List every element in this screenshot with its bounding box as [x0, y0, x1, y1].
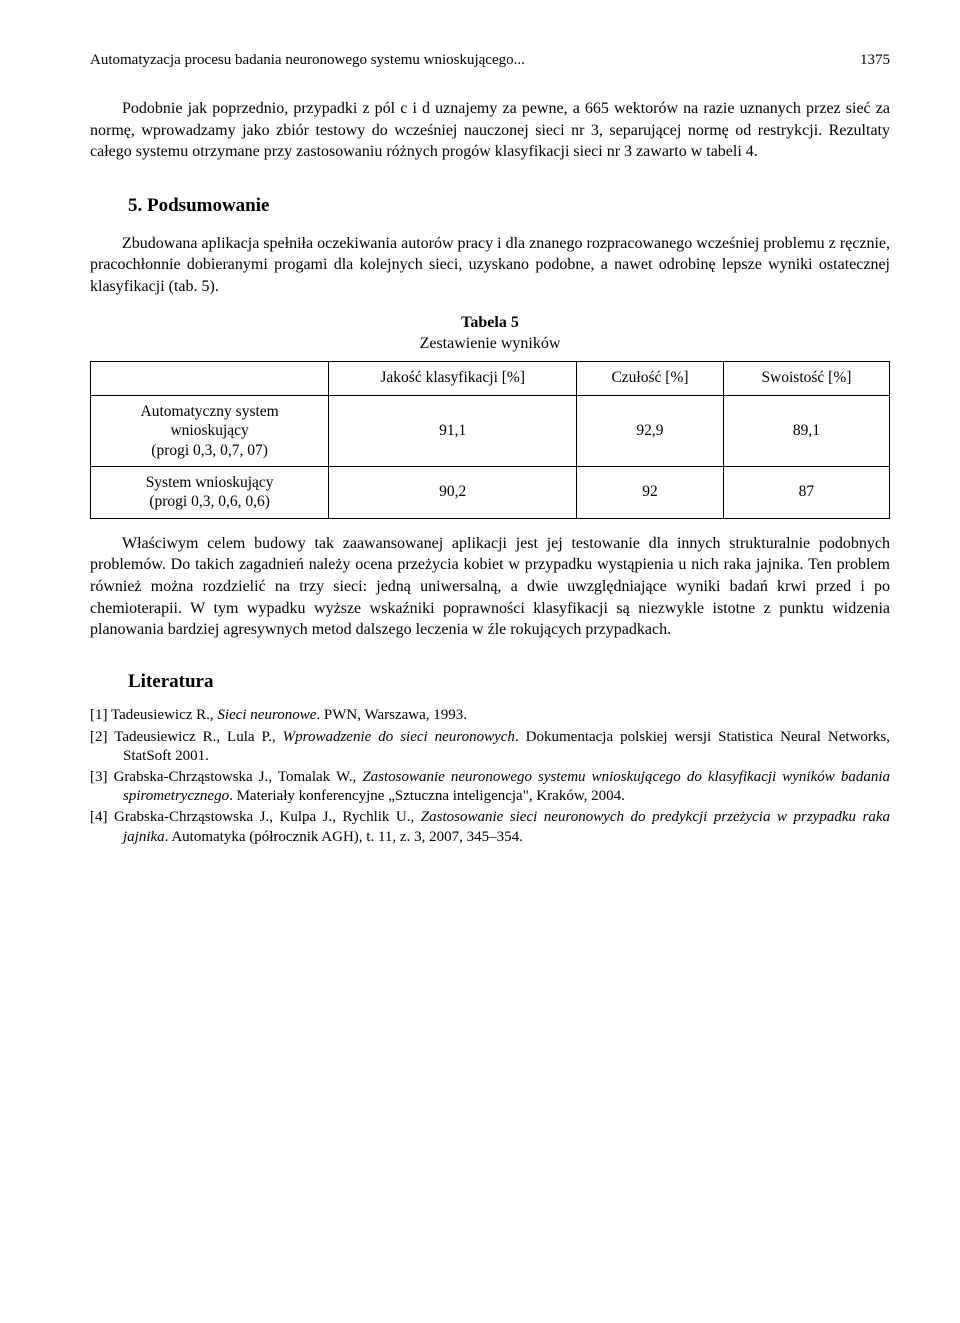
table-col-header: Czułość [%] — [577, 362, 724, 396]
results-table: Jakość klasyfikacji [%] Czułość [%] Swoi… — [90, 361, 890, 519]
table-cell: 92 — [577, 467, 724, 519]
table-col-header: Jakość klasyfikacji [%] — [329, 362, 577, 396]
table-row: System wnioskujący (progi 0,3, 0,6, 0,6)… — [91, 467, 890, 519]
reference-item: [3] Grabska-Chrząstowska J., Tomalak W.,… — [90, 768, 890, 806]
section-heading: 5. Podsumowanie — [128, 193, 890, 219]
table-row: Automatyczny system wnioskujący (progi 0… — [91, 395, 890, 466]
reference-item: [1] Tadeusiewicz R., Sieci neuronowe. PW… — [90, 706, 890, 725]
table-cell: 89,1 — [723, 395, 889, 466]
running-title: Automatyzacja procesu badania neuronoweg… — [90, 52, 525, 68]
table-corner-cell — [91, 362, 329, 396]
ref-number: [4] — [90, 809, 108, 825]
ref-number: [2] — [90, 729, 108, 745]
table-row-label: System wnioskujący (progi 0,3, 0,6, 0,6) — [91, 467, 329, 519]
table-caption: Tabela 5 Zestawienie wyników — [90, 313, 890, 355]
table-cell: 92,9 — [577, 395, 724, 466]
reference-item: [4] Grabska-Chrząstowska J., Kulpa J., R… — [90, 808, 890, 846]
running-header: Automatyzacja procesu badania neuronoweg… — [90, 50, 890, 70]
body-paragraph: Podobnie jak poprzednio, przypadki z pól… — [90, 98, 890, 163]
table-cell: 91,1 — [329, 395, 577, 466]
body-paragraph: Właściwym celem budowy tak zaawansowanej… — [90, 533, 890, 641]
literature-heading: Literatura — [128, 669, 890, 695]
table-cell: 90,2 — [329, 467, 577, 519]
table-subcaption: Zestawienie wyników — [420, 335, 561, 352]
body-paragraph: Zbudowana aplikacja spełniła oczekiwania… — [90, 233, 890, 298]
ref-number: [3] — [90, 769, 108, 785]
table-header-row: Jakość klasyfikacji [%] Czułość [%] Swoi… — [91, 362, 890, 396]
table-row-label: Automatyczny system wnioskujący (progi 0… — [91, 395, 329, 466]
reference-item: [2] Tadeusiewicz R., Lula P., Wprowadzen… — [90, 728, 890, 766]
table-cell: 87 — [723, 467, 889, 519]
table-col-header: Swoistość [%] — [723, 362, 889, 396]
page-number: 1375 — [860, 50, 890, 70]
ref-number: [1] — [90, 707, 108, 723]
table-label: Tabela 5 — [90, 313, 890, 334]
